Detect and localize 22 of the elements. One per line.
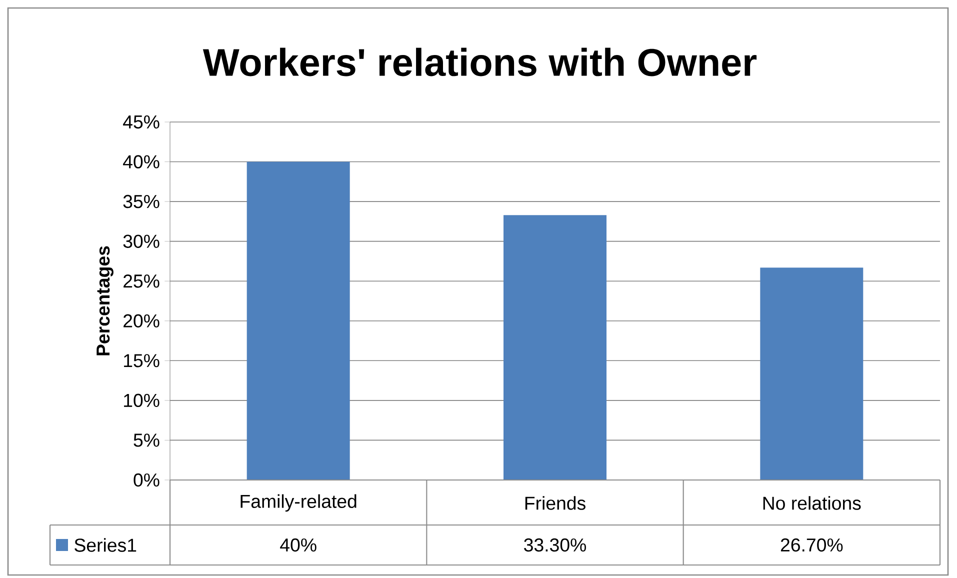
y-tick-label: 40% [123,155,160,168]
y-tick-label: 25% [124,274,160,288]
bar [504,215,606,480]
y-tick-label: 0% [134,473,160,487]
y-tick-label: 45% [123,115,160,129]
x-tick-label: No relations [763,496,861,510]
y-tick-label: 30% [123,234,160,248]
y-tick-label: 20% [124,314,160,328]
x-tick-label: Family-related [240,494,356,512]
y-tick-label: 15% [124,354,160,368]
y-tick-label: 5% [134,434,160,447]
chart-title: Workers' relations with Owner [202,48,757,76]
data-label: 33.30% [524,538,586,552]
data-label: 40% [280,538,316,552]
x-tick-label: Friends [525,496,586,510]
data-label: 26.70% [780,538,843,552]
y-axis-title: Percentages [96,246,114,356]
y-tick-label: 35% [123,194,160,208]
bar [246,162,350,480]
legend-label: Series1 [74,538,136,552]
bar [760,268,864,480]
y-tick-label: 10% [124,394,160,408]
